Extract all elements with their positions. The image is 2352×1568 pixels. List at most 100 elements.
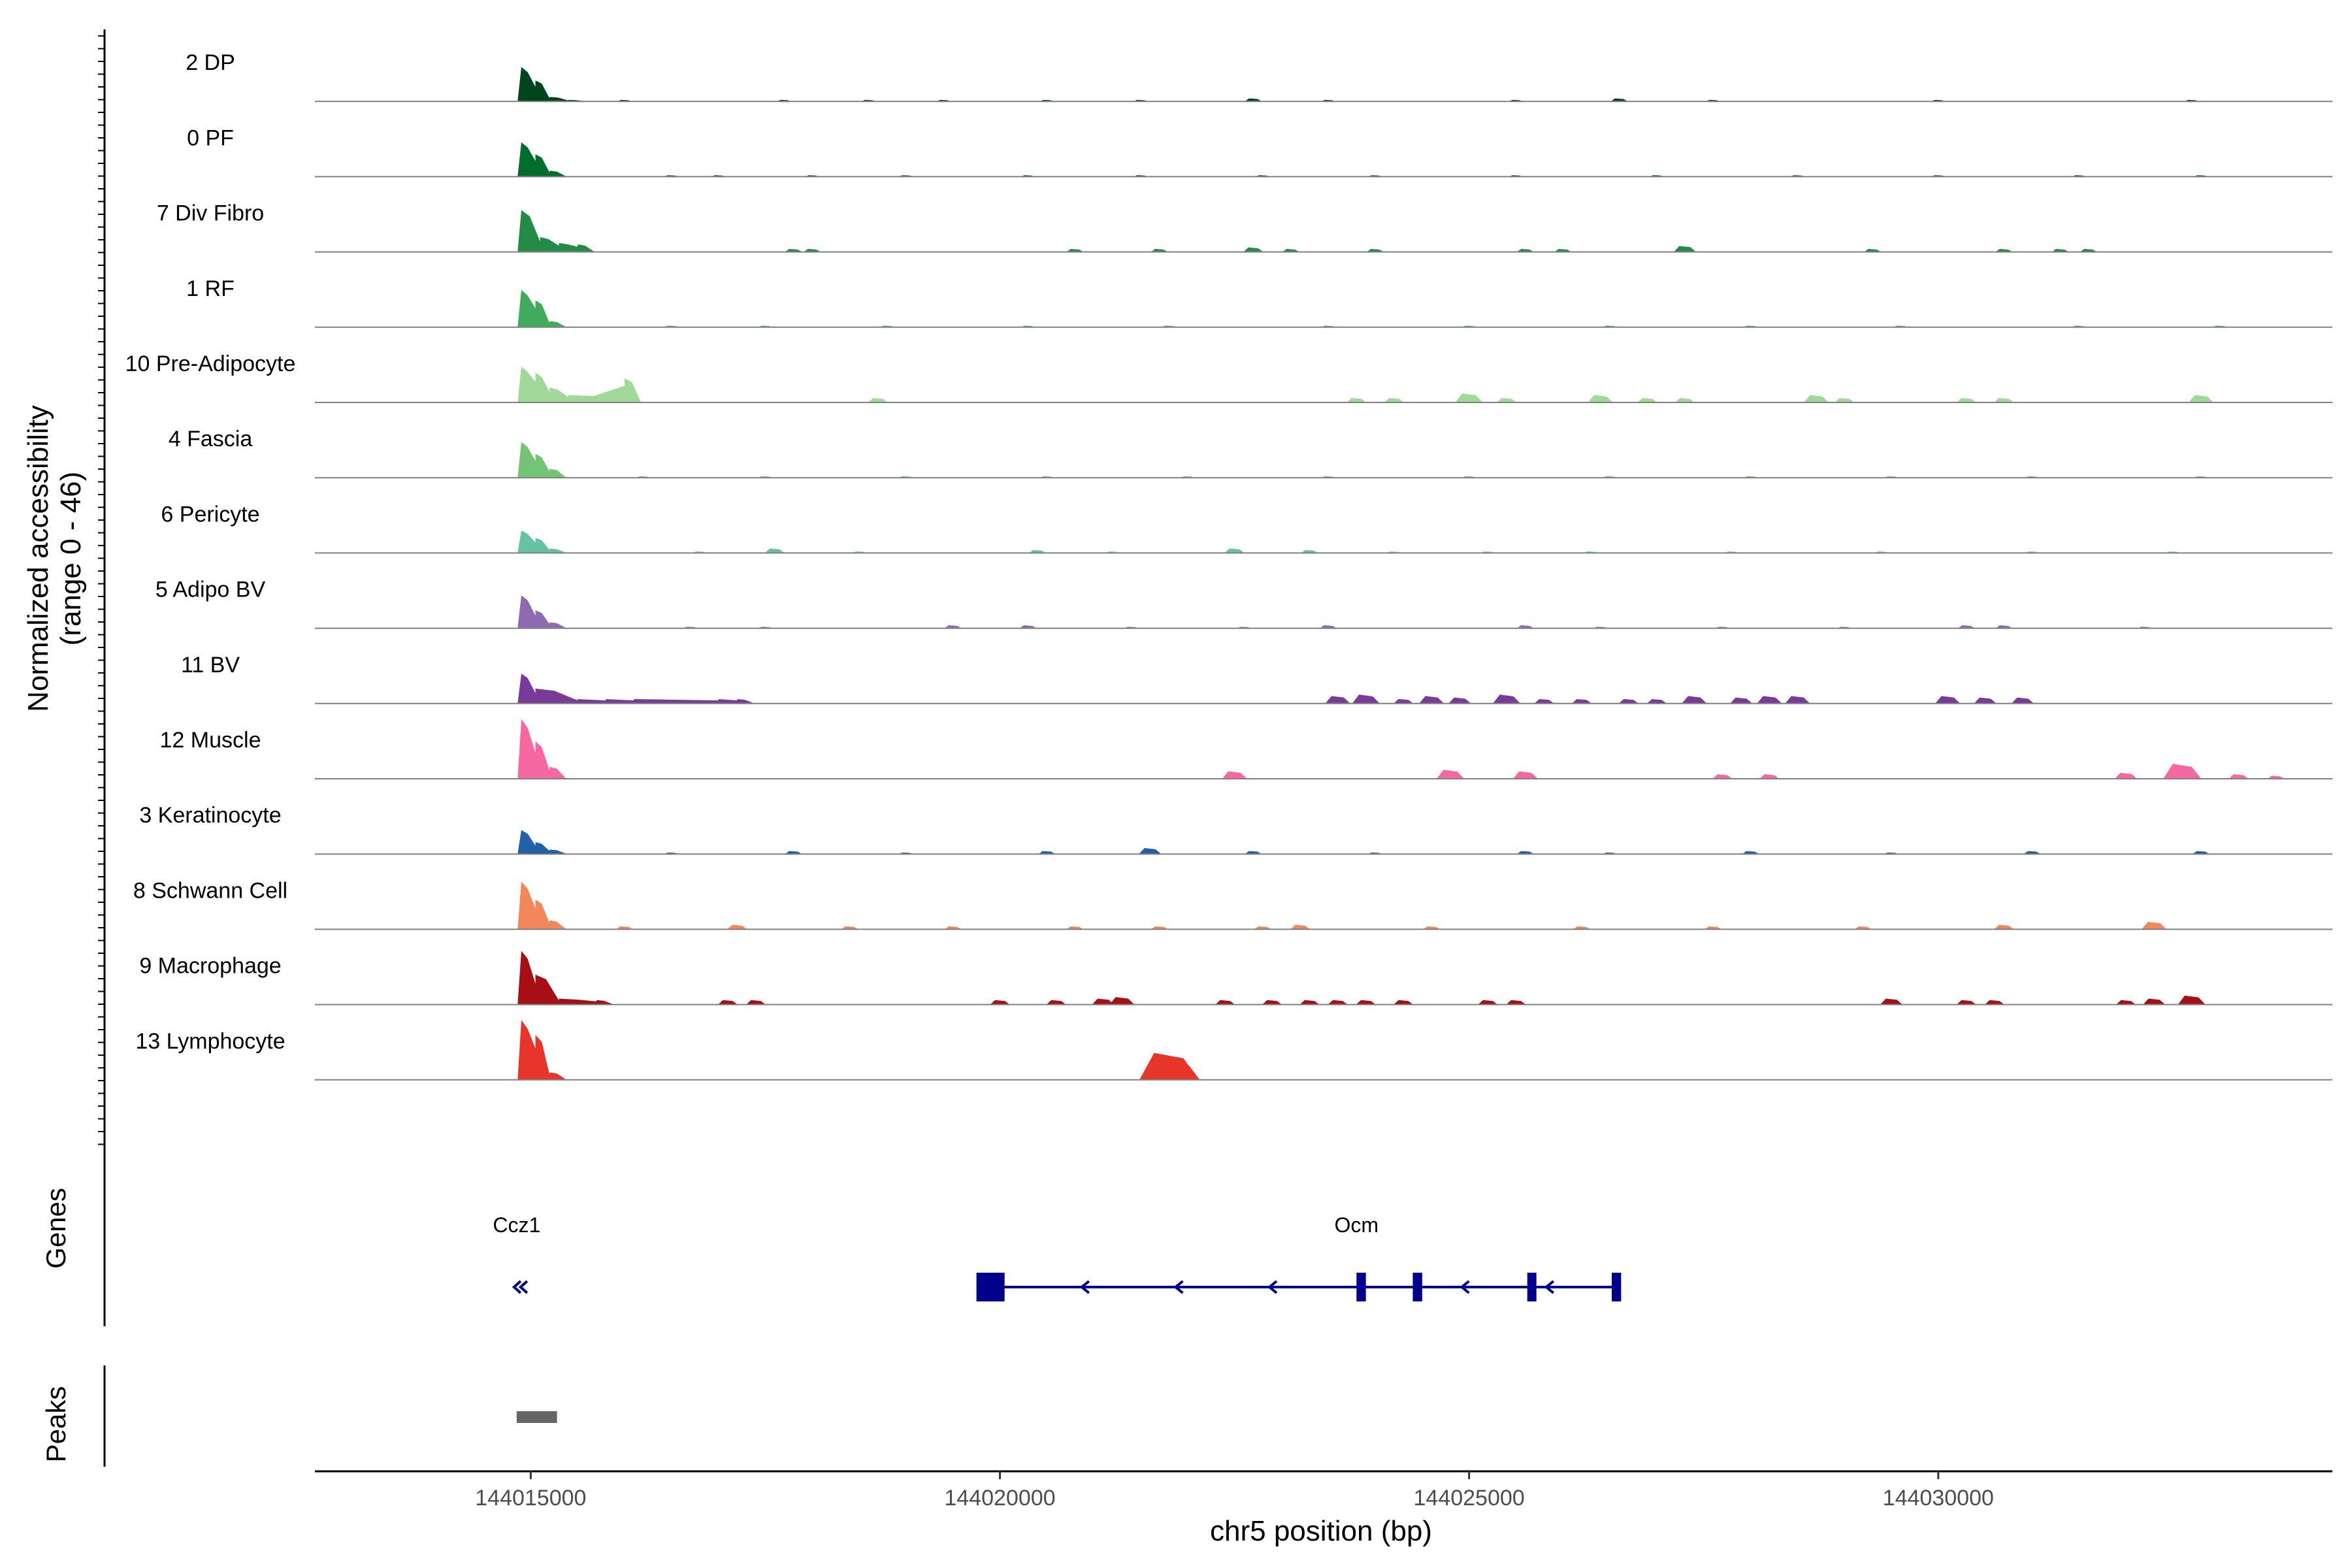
track-label: 5 Adipo BV xyxy=(155,578,266,602)
coverage-bump xyxy=(746,1000,766,1005)
gene-exon xyxy=(1611,1273,1622,1301)
track-13-lymphocyte: 13 Lymphocyte xyxy=(135,1020,2332,1081)
coverage-bump xyxy=(1682,696,1707,704)
strand-chevron xyxy=(512,1280,529,1294)
coverage-bump xyxy=(1835,398,1855,402)
coverage-bump xyxy=(1109,997,1135,1005)
coverage-bump xyxy=(1705,926,1722,930)
genes-panel-title: Genes xyxy=(41,1188,71,1269)
coverage-bump xyxy=(1864,249,1882,252)
strand-chevron xyxy=(1267,1280,1278,1294)
gene-ccz1: Ccz1 xyxy=(493,1213,540,1294)
coverage-bump xyxy=(1994,398,2014,402)
track-label: 9 Macrophage xyxy=(139,954,281,979)
coverage-bump xyxy=(2178,995,2206,1005)
coverage-bump xyxy=(1254,926,1271,930)
gene-label: Ocm xyxy=(1334,1213,1379,1237)
coverage-bump xyxy=(615,926,633,930)
coverage-bump xyxy=(1455,393,1483,402)
coverage-bump xyxy=(1742,851,1759,855)
coverage-bump xyxy=(1588,395,1613,402)
track-label: 6 Pericyte xyxy=(161,502,259,527)
coverage-peak xyxy=(517,719,576,779)
coverage-bump xyxy=(1534,698,1554,704)
coverage-bump xyxy=(1325,696,1350,704)
coverage-bump xyxy=(1571,698,1592,704)
x-tick-label: 144030000 xyxy=(1883,1486,1994,1511)
coverage-peak xyxy=(517,367,651,402)
coverage-bump xyxy=(1384,398,1404,402)
coverage-bump xyxy=(1759,774,1780,779)
coverage-bump xyxy=(1995,625,2013,629)
coverage-bump xyxy=(1935,696,1961,704)
track-label: 13 Lymphocyte xyxy=(135,1029,285,1054)
track-5-adipo-bv: 5 Adipo BV xyxy=(155,578,2332,629)
track-10-pre-adipocyte: 10 Pre-Adipocyte xyxy=(125,351,2332,403)
coverage-bump xyxy=(1394,1000,1414,1005)
coverage-peak xyxy=(517,1020,576,1080)
coverage-bump xyxy=(1151,926,1168,930)
coverage-peak xyxy=(517,830,576,855)
track-label: 2 DP xyxy=(186,50,235,75)
coverage-bump xyxy=(1478,1000,1498,1005)
coverage-peak xyxy=(517,674,764,704)
coverage-bump xyxy=(2051,249,2069,252)
strand-chevron xyxy=(1460,1280,1470,1294)
coverage-bump xyxy=(1320,625,1337,629)
coverage-bump xyxy=(1646,698,1667,704)
gene-ocm: Ocm xyxy=(976,1213,1622,1301)
coverage-bump xyxy=(2116,1000,2136,1005)
coverage-bump xyxy=(764,548,785,553)
coverage-bump xyxy=(1516,249,1534,252)
coverage-peak xyxy=(517,531,576,553)
coverage-bump xyxy=(1956,398,1976,402)
track-label: 0 PF xyxy=(187,125,234,150)
coverage-bump xyxy=(1880,998,1903,1005)
coverage-bump xyxy=(944,926,962,930)
track-12-muscle: 12 Muscle xyxy=(160,719,2332,779)
x-tick-label: 144015000 xyxy=(475,1486,586,1511)
peak-region xyxy=(516,1411,557,1423)
track-9-macrophage: 9 Macrophage xyxy=(139,951,2332,1005)
x-axis-title: chr5 position (bp) xyxy=(1210,1515,1432,1547)
coverage-bump xyxy=(1419,696,1445,704)
coverage-bump xyxy=(785,249,802,252)
coverage-bump xyxy=(1984,1000,2004,1005)
coverage-bump xyxy=(1995,249,2013,252)
coverage-bump xyxy=(1516,851,1534,855)
coverage-bump xyxy=(1151,249,1168,252)
coverage-bump xyxy=(1066,249,1084,252)
coverage-bump xyxy=(1493,694,1521,704)
coverage-bump xyxy=(1757,696,1782,704)
coverage-peak xyxy=(517,67,595,102)
coverage-bump xyxy=(1516,625,1534,629)
gene-exon xyxy=(1527,1273,1537,1301)
track-1-rf: 1 RF xyxy=(186,276,2332,328)
coverage-bump xyxy=(1215,1000,1235,1005)
coverage-bump xyxy=(1245,98,1262,102)
coverage-bump xyxy=(727,924,747,930)
gene-exon xyxy=(1356,1273,1366,1301)
coverage-peak xyxy=(517,951,623,1005)
y-axis-range: (range 0 - 46) xyxy=(55,472,87,646)
coverage-bump xyxy=(2192,851,2210,855)
coverage-bump xyxy=(1299,1000,1320,1005)
coverage-peak xyxy=(517,289,576,327)
coverage-bump xyxy=(1804,395,1829,402)
track-label: 8 Schwann Cell xyxy=(133,878,287,903)
gene-exon xyxy=(976,1273,1005,1301)
coverage-bump xyxy=(1262,1000,1282,1005)
coverage-bump xyxy=(1347,398,1367,402)
x-tick-label: 144025000 xyxy=(1414,1486,1525,1511)
coverage-bump xyxy=(1448,697,1471,704)
coverage-bump xyxy=(1356,1000,1376,1005)
coverage-bump xyxy=(1038,851,1056,855)
genes-panel: Ccz1 Ocm xyxy=(103,1120,1622,1326)
coverage-bump xyxy=(1974,697,1997,704)
coverage-bump xyxy=(1245,851,1262,855)
coverage-bump xyxy=(1301,549,1318,553)
coverage-bump xyxy=(717,1000,738,1005)
coverage-bump xyxy=(1637,398,1658,402)
coverage-peak xyxy=(517,210,604,252)
